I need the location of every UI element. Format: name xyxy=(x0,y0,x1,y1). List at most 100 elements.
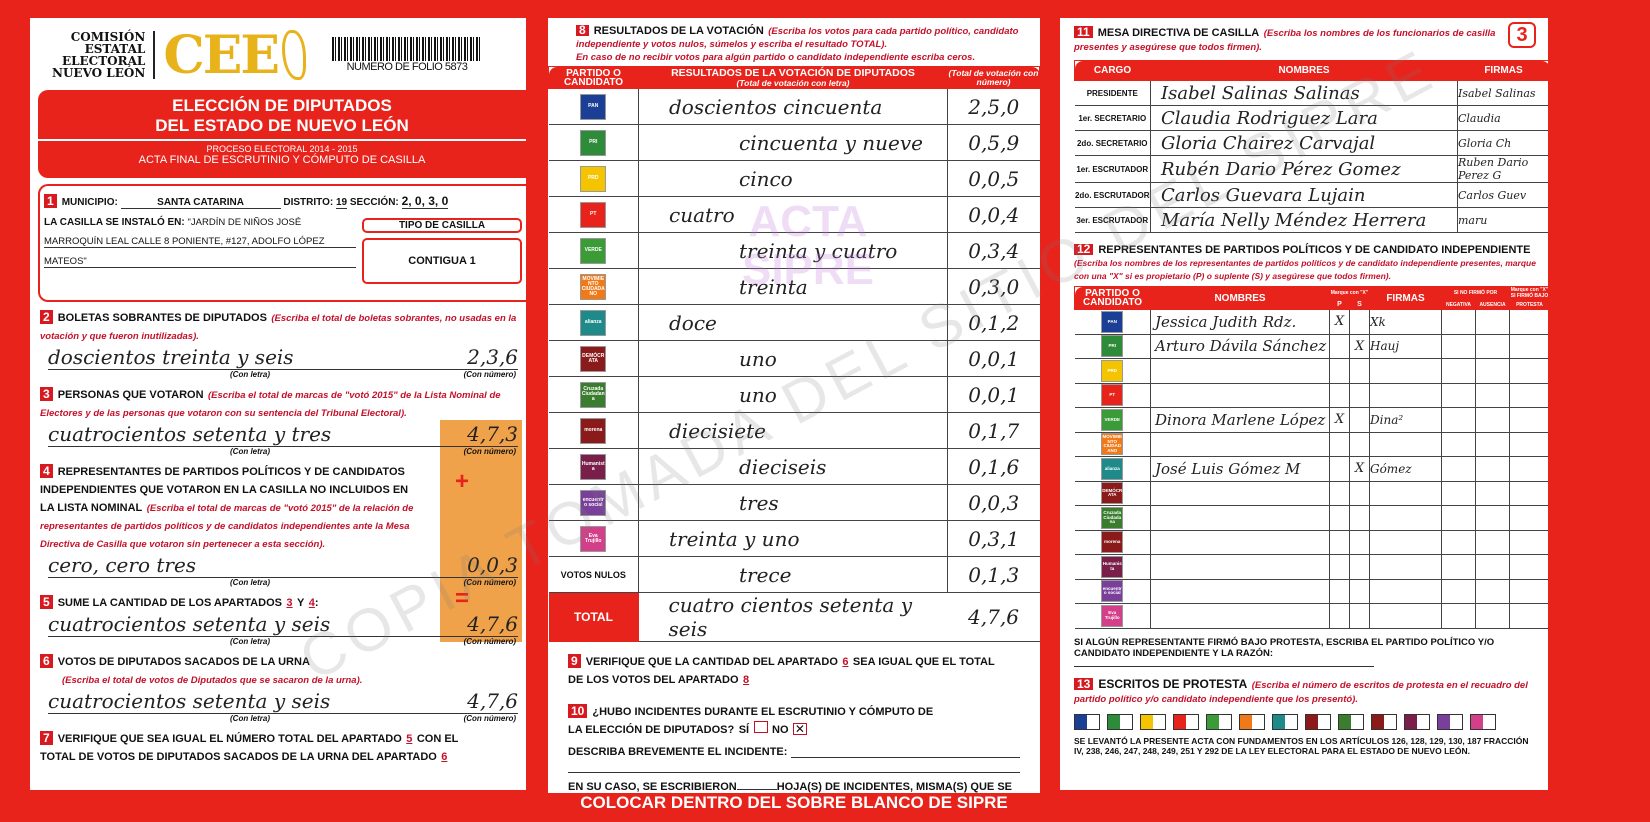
p-mark[interactable] xyxy=(1329,529,1350,555)
s-mark[interactable] xyxy=(1349,603,1370,629)
nombre[interactable] xyxy=(1150,554,1330,580)
s5-field[interactable]: cuatrocientos setenta y seis 4,7,6 xyxy=(48,612,518,637)
s3-field[interactable]: cuatrocientos setenta y tres 4,7,3 xyxy=(48,422,518,447)
nombre[interactable]: Arturo Dávila Sánchez xyxy=(1150,333,1330,359)
s-mark[interactable]: X xyxy=(1349,333,1370,359)
describe-field[interactable] xyxy=(791,746,1020,758)
protesta-cell[interactable] xyxy=(1509,603,1548,629)
nombre[interactable] xyxy=(1150,382,1330,408)
s-mark[interactable] xyxy=(1349,309,1370,335)
firma[interactable]: Hauj xyxy=(1369,333,1442,359)
negativa-cell[interactable] xyxy=(1441,554,1476,580)
ausencia-cell[interactable] xyxy=(1475,333,1510,359)
numero-value[interactable]: 0,1,3 xyxy=(947,556,1040,593)
p-mark[interactable] xyxy=(1329,358,1350,384)
nombre[interactable]: Gloria Chairez Carvajal xyxy=(1150,130,1458,156)
protest-box[interactable] xyxy=(1206,713,1232,730)
protest-box[interactable] xyxy=(1437,713,1463,730)
nombre[interactable]: Rubén Dario Pérez Gomez xyxy=(1150,155,1458,183)
firma[interactable]: Carlos Guev xyxy=(1457,182,1548,208)
p-mark[interactable]: X xyxy=(1329,309,1350,335)
protest-box[interactable] xyxy=(1272,713,1298,730)
s4-field[interactable]: cero, cero tres 0,0,3 xyxy=(48,553,518,578)
si-checkbox[interactable] xyxy=(753,721,768,733)
numero-value[interactable]: 0,3,1 xyxy=(947,520,1040,557)
negativa-cell[interactable] xyxy=(1441,407,1476,433)
letra-value[interactable]: dieciseis xyxy=(638,448,948,485)
s-mark[interactable] xyxy=(1349,431,1370,457)
s-mark[interactable] xyxy=(1349,358,1370,384)
numero-value[interactable]: 0,1,7 xyxy=(947,412,1040,449)
negativa-cell[interactable] xyxy=(1441,382,1476,408)
protesta-cell[interactable] xyxy=(1509,480,1548,506)
firma[interactable]: maru xyxy=(1457,207,1548,233)
protesta-cell[interactable] xyxy=(1509,554,1548,580)
firma[interactable] xyxy=(1369,505,1442,531)
letra-value[interactable]: diecisiete xyxy=(638,412,948,449)
ausencia-cell[interactable] xyxy=(1475,358,1510,384)
firma[interactable] xyxy=(1369,480,1442,506)
s-mark[interactable] xyxy=(1349,480,1370,506)
nombre[interactable]: Claudia Rodriguez Lara xyxy=(1150,105,1458,131)
protesta-cell[interactable] xyxy=(1509,309,1548,335)
protesta-cell[interactable] xyxy=(1509,578,1548,604)
numero-value[interactable]: 0,0,1 xyxy=(947,340,1040,377)
firma[interactable]: Xk xyxy=(1369,309,1442,335)
ausencia-cell[interactable] xyxy=(1475,456,1510,482)
protest-box[interactable] xyxy=(1338,713,1364,730)
negativa-cell[interactable] xyxy=(1441,431,1476,457)
numero-value[interactable]: 0,5,9 xyxy=(947,124,1040,161)
nombre[interactable] xyxy=(1150,431,1330,457)
letra-value[interactable]: cinco xyxy=(638,160,948,197)
protesta-cell[interactable] xyxy=(1509,358,1548,384)
p-mark[interactable]: X xyxy=(1329,407,1350,433)
letra-value[interactable]: treinta y uno xyxy=(638,520,948,557)
numero-value[interactable]: 0,3,4 xyxy=(947,232,1040,269)
ausencia-cell[interactable] xyxy=(1475,578,1510,604)
s-mark[interactable] xyxy=(1349,382,1370,408)
s2-field[interactable]: doscientos treinta y seis 2,3,6 xyxy=(48,345,518,370)
nombre[interactable]: Dinora Marlene López xyxy=(1150,407,1330,433)
negativa-cell[interactable] xyxy=(1441,309,1476,335)
protesta-cell[interactable] xyxy=(1509,382,1548,408)
numero-value[interactable]: 0,0,4 xyxy=(947,196,1040,233)
protest-box[interactable] xyxy=(1404,713,1430,730)
firma[interactable] xyxy=(1369,529,1442,555)
letra-value[interactable]: cincuenta y nueve xyxy=(638,124,948,161)
p-mark[interactable] xyxy=(1329,603,1350,629)
nombre[interactable] xyxy=(1150,603,1330,629)
nombre[interactable]: Carlos Guevara Lujain xyxy=(1150,182,1458,208)
nombre[interactable] xyxy=(1150,480,1330,506)
p-mark[interactable] xyxy=(1329,431,1350,457)
s-mark[interactable]: X xyxy=(1349,456,1370,482)
protesta-cell[interactable] xyxy=(1509,529,1548,555)
letra-value[interactable]: treinta y cuatro xyxy=(638,232,948,269)
firma[interactable]: Claudia xyxy=(1457,105,1548,131)
letra-value[interactable]: trece xyxy=(638,556,948,593)
firma[interactable] xyxy=(1369,358,1442,384)
nombre[interactable] xyxy=(1150,529,1330,555)
p-mark[interactable] xyxy=(1329,480,1350,506)
letra-value[interactable]: doscientos cincuenta xyxy=(638,88,948,125)
negativa-cell[interactable] xyxy=(1441,358,1476,384)
describe-line[interactable] xyxy=(568,772,1020,773)
protesta-cell[interactable] xyxy=(1509,333,1548,359)
p-mark[interactable] xyxy=(1329,333,1350,359)
numero-value[interactable]: 0,0,3 xyxy=(947,484,1040,521)
negativa-cell[interactable] xyxy=(1441,603,1476,629)
p-mark[interactable] xyxy=(1329,505,1350,531)
nombre[interactable]: María Nelly Méndez Herrera xyxy=(1150,207,1458,233)
ausencia-cell[interactable] xyxy=(1475,309,1510,335)
firma[interactable] xyxy=(1369,431,1442,457)
s-mark[interactable] xyxy=(1349,578,1370,604)
protesta-cell[interactable] xyxy=(1509,505,1548,531)
letra-value[interactable]: tres xyxy=(638,484,948,521)
numero-value[interactable]: 0,0,5 xyxy=(947,160,1040,197)
numero-value[interactable]: 0,0,1 xyxy=(947,376,1040,413)
firma[interactable]: Ruben Dario Perez G xyxy=(1457,155,1548,183)
no-checkbox[interactable]: ✕ xyxy=(792,722,807,736)
negativa-cell[interactable] xyxy=(1441,333,1476,359)
p-mark[interactable] xyxy=(1329,554,1350,580)
s-mark[interactable] xyxy=(1349,407,1370,433)
firma[interactable]: Gloria Ch xyxy=(1457,130,1548,156)
